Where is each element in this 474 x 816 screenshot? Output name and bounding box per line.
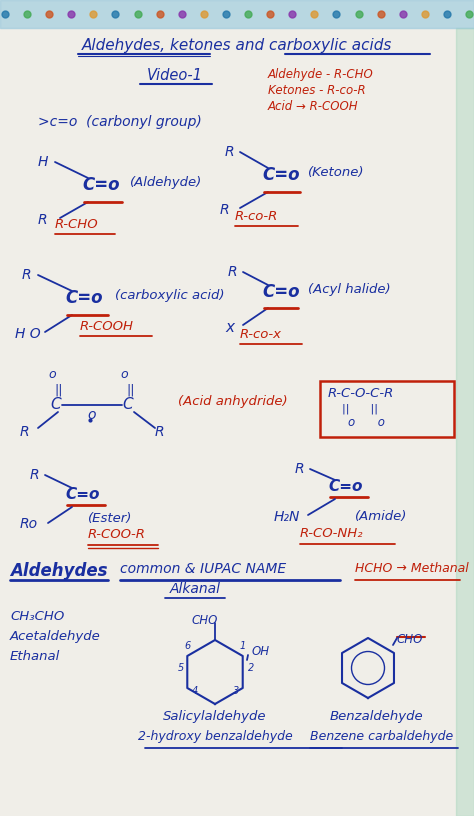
Text: R-COO-R: R-COO-R xyxy=(88,528,146,541)
Text: R: R xyxy=(225,145,235,159)
Text: R-co-R: R-co-R xyxy=(235,210,278,223)
Text: H₂N: H₂N xyxy=(274,510,301,524)
Text: ||: || xyxy=(126,384,135,397)
Text: 2-hydroxy benzaldehyde: 2-hydroxy benzaldehyde xyxy=(137,730,292,743)
Text: Aldehyde - R-CHO: Aldehyde - R-CHO xyxy=(268,68,374,81)
Text: (Ester): (Ester) xyxy=(88,512,132,525)
Text: Aldehydes, ketones and carboxylic acids: Aldehydes, ketones and carboxylic acids xyxy=(82,38,392,53)
Text: (carboxylic acid): (carboxylic acid) xyxy=(115,289,225,302)
Text: R: R xyxy=(22,268,32,282)
Text: x: x xyxy=(225,320,234,335)
Text: 1: 1 xyxy=(240,641,246,651)
Text: Acetaldehyde: Acetaldehyde xyxy=(10,630,101,643)
Text: 2: 2 xyxy=(248,663,254,673)
Text: C=o: C=o xyxy=(328,479,363,494)
Text: o: o xyxy=(48,368,55,381)
Text: Benzaldehyde: Benzaldehyde xyxy=(330,710,424,723)
Text: R-C-O-C-R: R-C-O-C-R xyxy=(328,387,394,400)
Text: 4: 4 xyxy=(192,686,198,696)
Text: Benzene carbaldehyde: Benzene carbaldehyde xyxy=(310,730,453,743)
Text: R: R xyxy=(155,425,164,439)
Text: H: H xyxy=(38,155,48,169)
Text: HCHO → Methanal: HCHO → Methanal xyxy=(355,562,469,575)
Text: R: R xyxy=(220,203,229,217)
Text: C=o: C=o xyxy=(82,176,119,194)
Text: R: R xyxy=(228,265,237,279)
Text: C=o: C=o xyxy=(262,283,300,301)
Text: Ethanal: Ethanal xyxy=(10,650,60,663)
Text: Ro: Ro xyxy=(20,517,38,531)
Text: (Amide): (Amide) xyxy=(355,510,407,523)
Text: C: C xyxy=(122,397,133,412)
Text: C=o: C=o xyxy=(262,166,300,184)
Text: (Aldehyde): (Aldehyde) xyxy=(130,176,202,189)
Text: Ketones - R-co-R: Ketones - R-co-R xyxy=(268,84,365,97)
Text: Alkanal: Alkanal xyxy=(170,582,220,596)
Text: R: R xyxy=(295,462,305,476)
Text: o: o xyxy=(87,408,95,422)
Text: CHO: CHO xyxy=(192,614,218,627)
Text: R-CO-NH₂: R-CO-NH₂ xyxy=(300,527,364,540)
Bar xyxy=(0,0,474,28)
Text: R: R xyxy=(20,425,29,439)
Text: o      o: o o xyxy=(348,416,385,429)
Text: Acid → R-COOH: Acid → R-COOH xyxy=(268,100,359,113)
Text: R-co-x: R-co-x xyxy=(240,328,282,341)
Text: ||      ||: || || xyxy=(342,403,378,414)
Text: R-COOH: R-COOH xyxy=(80,320,134,333)
Text: R: R xyxy=(30,468,40,482)
Text: Video-1: Video-1 xyxy=(147,68,203,83)
Text: C: C xyxy=(50,397,61,412)
Text: C=o: C=o xyxy=(65,487,100,502)
Text: (Ketone): (Ketone) xyxy=(308,166,365,179)
Text: OH: OH xyxy=(252,645,270,658)
Text: Aldehydes: Aldehydes xyxy=(10,562,108,580)
Text: R: R xyxy=(38,213,47,227)
Text: H O: H O xyxy=(15,327,41,341)
Text: 3: 3 xyxy=(233,686,239,696)
Text: 6: 6 xyxy=(184,641,190,651)
Bar xyxy=(0,0,474,28)
Text: (Acyl halide): (Acyl halide) xyxy=(308,283,391,296)
Text: common & IUPAC NAME: common & IUPAC NAME xyxy=(120,562,286,576)
Text: C=o: C=o xyxy=(65,289,102,307)
Text: (Acid anhydride): (Acid anhydride) xyxy=(178,395,288,408)
Text: ||: || xyxy=(54,384,63,397)
Text: >c=o  (carbonyl group): >c=o (carbonyl group) xyxy=(38,115,202,129)
Bar xyxy=(456,28,474,816)
Text: CH₃CHO: CH₃CHO xyxy=(10,610,64,623)
Text: 5: 5 xyxy=(178,663,184,673)
Text: CHO: CHO xyxy=(397,633,423,646)
Text: o: o xyxy=(120,368,128,381)
Text: Salicylaldehyde: Salicylaldehyde xyxy=(163,710,267,723)
Text: R-CHO: R-CHO xyxy=(55,218,99,231)
